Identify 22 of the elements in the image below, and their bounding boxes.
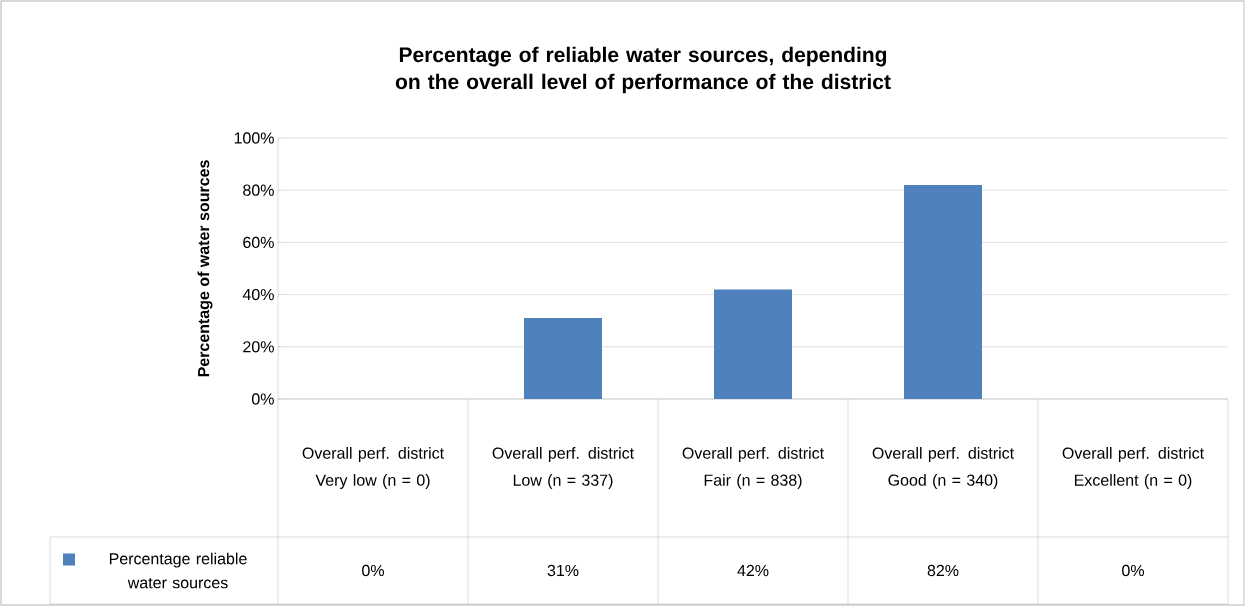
y-axis-title: Percentage of water sources xyxy=(197,160,213,377)
y-tick-label: 40% xyxy=(242,288,274,301)
legend-label: Percentage reliable water sources xyxy=(109,552,247,589)
x-tick-label: Overall perf. district Very low (n = 0) xyxy=(302,447,444,489)
y-tick-label: 60% xyxy=(243,236,274,249)
y-tick-label: 100% xyxy=(234,132,274,144)
data-label: 31% xyxy=(547,564,579,577)
y-tick-label: 0% xyxy=(251,393,274,405)
x-tick-label: Overall perf. district Good (n = 340) xyxy=(872,447,1014,489)
y-tick-label: 80% xyxy=(243,184,274,196)
x-tick-label: Overall perf. district Fair (n = 838) xyxy=(682,447,824,489)
x-tick-label: Overall perf. district Low (n = 337) xyxy=(492,447,634,489)
y-tick-label: 20% xyxy=(243,341,274,353)
data-label: 82% xyxy=(927,564,959,577)
data-label: 0% xyxy=(1122,564,1144,577)
chart-title: Percentage of reliable water sources, depending on the overall level of performance of the district xyxy=(395,46,891,94)
x-tick-label: Overall perf. district Excellent (n = 0) xyxy=(1062,447,1204,489)
data-label: 0% xyxy=(362,564,384,577)
bar xyxy=(904,184,983,399)
bar xyxy=(524,318,603,399)
bar xyxy=(714,289,792,399)
data-label: 42% xyxy=(737,564,769,577)
